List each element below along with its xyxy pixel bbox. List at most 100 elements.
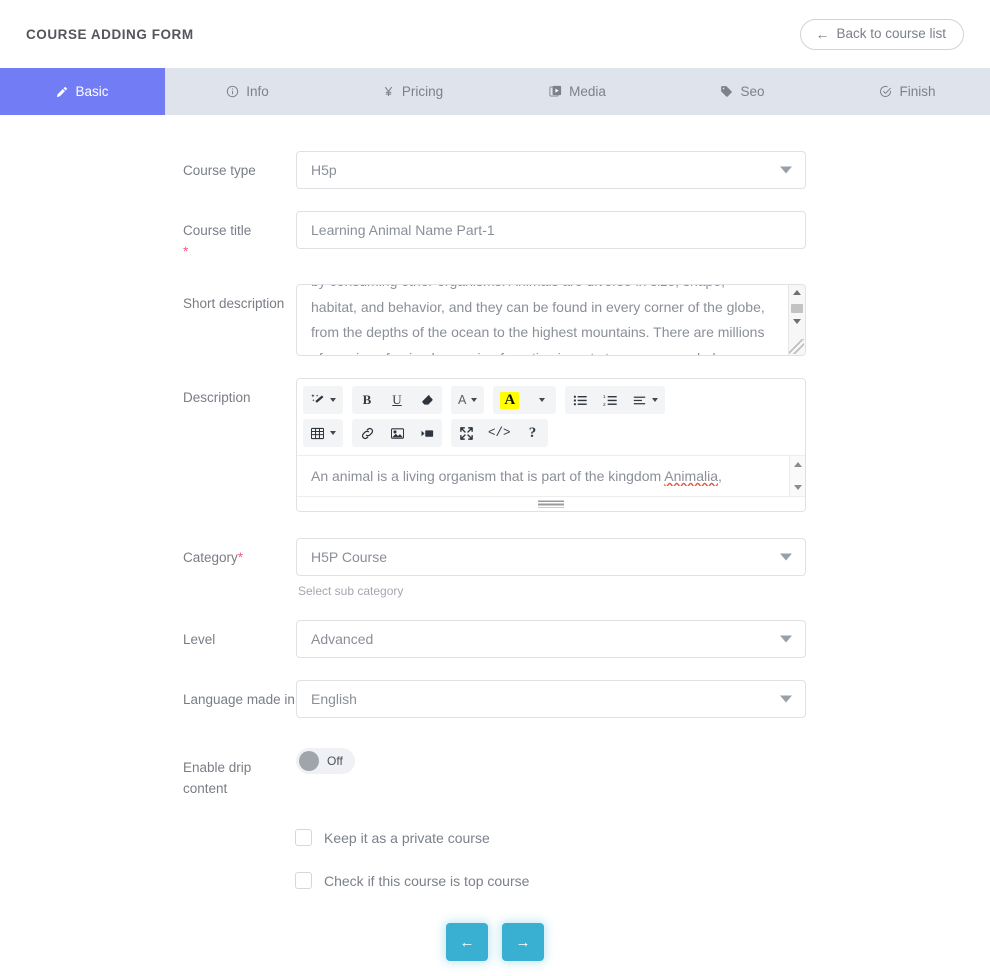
picture-icon[interactable] xyxy=(382,419,412,447)
svg-text:1: 1 xyxy=(603,394,606,399)
yen-icon xyxy=(382,85,395,98)
language-select[interactable]: English xyxy=(296,680,806,718)
paragraph-align-icon[interactable] xyxy=(625,386,665,414)
course-title-input[interactable] xyxy=(296,211,806,249)
field-course-title: Course title * xyxy=(0,211,990,262)
tag-icon xyxy=(720,85,733,98)
field-level: Level Advanced xyxy=(0,620,990,658)
wizard-nav-buttons: ← → xyxy=(0,923,990,961)
chevron-down-icon xyxy=(471,398,478,402)
level-value: Advanced xyxy=(296,620,806,658)
language-value: English xyxy=(296,680,806,718)
underline-icon[interactable]: U xyxy=(392,392,402,407)
short-description-textarea[interactable]: by consuming other organisms. Animals ar… xyxy=(296,284,806,356)
scrollbar-thumb[interactable] xyxy=(791,304,803,313)
editor-statusbar[interactable] xyxy=(297,496,805,511)
description-editable-area[interactable]: An animal is a living organism that is p… xyxy=(297,456,805,496)
tab-basic[interactable]: Basic xyxy=(0,68,165,115)
field-category: Category* H5P Course Select sub category xyxy=(0,538,990,598)
checkbox-icon[interactable] xyxy=(295,872,312,889)
toggle-knob xyxy=(299,751,319,771)
page-header: COURSE ADDING FORM ← Back to course list xyxy=(0,0,990,68)
back-button-label: Back to course list xyxy=(836,25,946,41)
tab-pricing[interactable]: Pricing xyxy=(330,68,495,115)
textarea-resize-grip[interactable] xyxy=(789,339,804,354)
course-title-label: Course title * xyxy=(183,211,296,262)
media-icon xyxy=(549,85,562,98)
fullscreen-icon[interactable] xyxy=(451,419,481,447)
back-to-course-list-button[interactable]: ← Back to course list xyxy=(800,18,964,50)
editor-resize-handle-icon[interactable] xyxy=(538,500,564,508)
scroll-up-icon[interactable] xyxy=(793,290,801,295)
font-name-label: A xyxy=(458,393,467,407)
drip-content-label: Enable drip content xyxy=(183,760,252,796)
scroll-down-icon[interactable] xyxy=(793,485,802,490)
language-label: Language made in xyxy=(183,692,295,707)
tab-finish[interactable]: Finish xyxy=(825,68,990,115)
eraser-icon[interactable] xyxy=(412,386,442,414)
highlight-color-dropdown[interactable] xyxy=(526,386,556,414)
magic-wand-icon[interactable] xyxy=(303,386,343,414)
tab-seo[interactable]: Seo xyxy=(660,68,825,115)
checkbox-top-course[interactable]: Check if this course is top course xyxy=(295,872,990,889)
scroll-up-icon[interactable] xyxy=(793,462,802,467)
short-desc-line-bottom: of species of animals, ranging from tiny… xyxy=(311,346,775,356)
chevron-down-icon xyxy=(539,398,546,402)
page-title: COURSE ADDING FORM xyxy=(26,26,194,42)
subcategory-helper-text: Select sub category xyxy=(298,584,404,598)
arrow-right-icon: → xyxy=(515,933,531,951)
category-select[interactable]: H5P Course xyxy=(296,538,806,576)
short-desc-line-2: from the depths of the ocean to the high… xyxy=(311,324,765,340)
chevron-down-icon xyxy=(330,431,336,435)
short-description-scrollbar[interactable] xyxy=(788,285,805,355)
checkbox-private-course[interactable]: Keep it as a private course xyxy=(295,829,990,846)
checkbox-private-course-label: Keep it as a private course xyxy=(324,829,490,846)
required-asterisk: * xyxy=(183,244,189,259)
previous-step-button[interactable]: ← xyxy=(446,923,488,961)
tab-info[interactable]: Info xyxy=(165,68,330,115)
video-icon[interactable] xyxy=(412,419,442,447)
bold-icon[interactable]: B xyxy=(362,392,372,407)
level-label: Level xyxy=(183,632,216,647)
svg-text:2: 2 xyxy=(603,401,606,406)
category-label: Category* xyxy=(183,550,244,565)
course-type-select[interactable]: H5p xyxy=(296,151,806,189)
field-course-type: Course type H5p xyxy=(0,151,990,189)
highlight-color-icon[interactable]: A xyxy=(493,386,526,414)
unordered-list-icon[interactable] xyxy=(565,386,595,414)
drip-content-toggle[interactable]: Off xyxy=(296,748,355,774)
required-asterisk: * xyxy=(237,550,244,565)
arrow-left-icon: ← xyxy=(459,933,475,951)
table-icon[interactable] xyxy=(303,419,343,447)
tab-finish-label: Finish xyxy=(899,84,936,99)
tab-seo-label: Seo xyxy=(740,84,765,99)
toggle-state-label: Off xyxy=(327,754,343,768)
course-form: Course type H5p Course title * Short des… xyxy=(0,115,990,961)
scroll-down-icon[interactable] xyxy=(793,319,801,324)
link-icon[interactable] xyxy=(352,419,382,447)
course-type-label: Course type xyxy=(183,163,256,178)
description-content: An animal is a living organism that is p… xyxy=(297,456,805,486)
wizard-tabs: Basic Info Pricing Media Seo Finish xyxy=(0,68,990,115)
font-name-dropdown[interactable]: A xyxy=(451,386,484,414)
short-description-text: by consuming other organisms. Animals ar… xyxy=(311,285,775,356)
tab-media-label: Media xyxy=(569,84,606,99)
tab-media[interactable]: Media xyxy=(495,68,660,115)
short-desc-line-top: by consuming other organisms. Animals ar… xyxy=(311,285,775,295)
checkbox-icon[interactable] xyxy=(295,829,312,846)
editor-toolbar-row-1: B U A xyxy=(303,386,799,414)
help-icon[interactable]: ? xyxy=(528,424,537,441)
description-scrollbar[interactable] xyxy=(789,456,805,496)
description-misspelled-word: Animalia xyxy=(664,468,718,484)
tab-pricing-label: Pricing xyxy=(401,84,444,99)
course-type-value: H5p xyxy=(296,151,806,189)
next-step-button[interactable]: → xyxy=(502,923,544,961)
checkbox-top-course-label: Check if this course is top course xyxy=(324,872,530,889)
level-select[interactable]: Advanced xyxy=(296,620,806,658)
field-description: Description B U xyxy=(0,378,990,512)
chevron-down-icon xyxy=(652,398,659,402)
description-label: Description xyxy=(183,390,251,405)
code-view-icon[interactable]: </> xyxy=(488,426,511,440)
pencil-icon xyxy=(56,86,68,98)
